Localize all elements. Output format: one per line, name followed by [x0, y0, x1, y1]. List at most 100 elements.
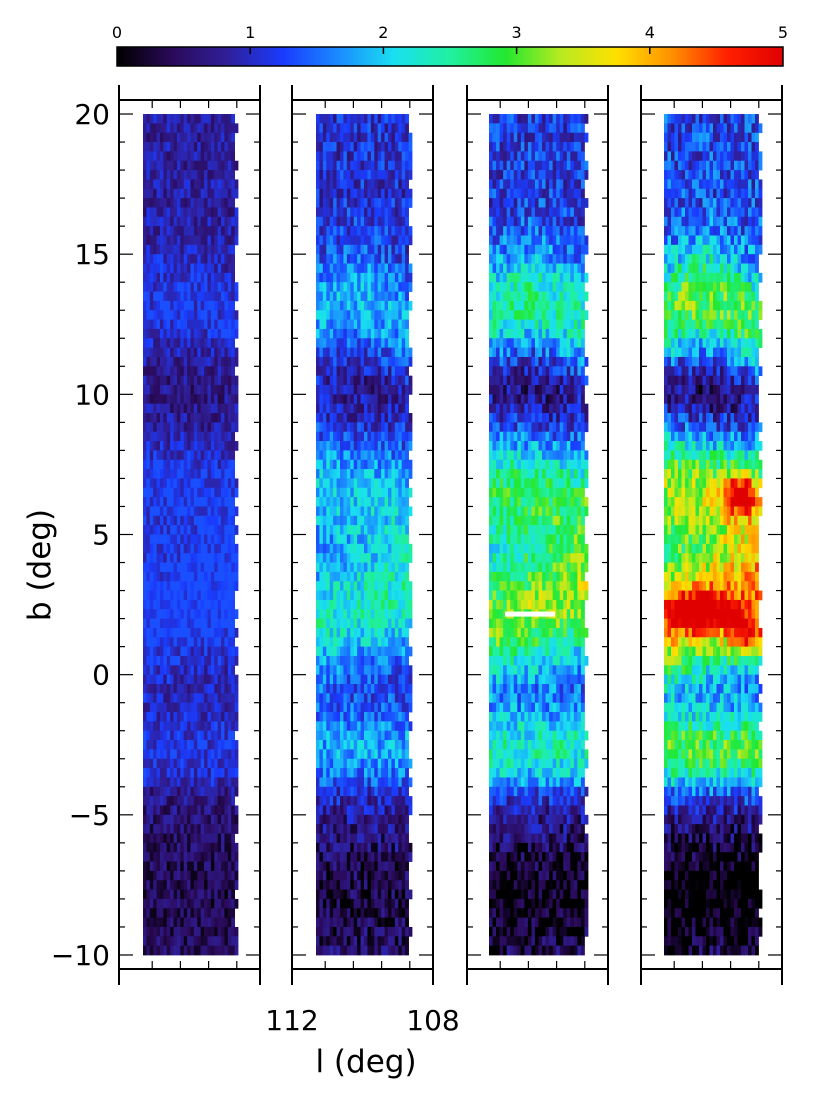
heatmap-cell: [200, 599, 205, 610]
heatmap-cell: [353, 263, 358, 274]
heatmap-cell: [346, 590, 351, 601]
heatmap-cell: [173, 226, 178, 236]
heatmap-cell: [377, 833, 382, 844]
heatmap-cell: [367, 506, 372, 517]
heatmap-cell: [193, 880, 198, 890]
heatmap-cell: [183, 282, 188, 292]
heatmap-cell: [227, 590, 232, 601]
heatmap-cell: [394, 599, 399, 610]
heatmap-cell: [207, 655, 212, 666]
heatmap-cell: [357, 394, 361, 405]
heatmap-cell: [173, 870, 178, 881]
heatmap-cell: [193, 553, 198, 563]
heatmap-cell: [153, 413, 157, 423]
heatmap-cell: [217, 702, 222, 713]
heatmap-cell: [322, 403, 327, 414]
heatmap-cell: [340, 768, 344, 778]
heatmap-cell: [170, 562, 174, 573]
heatmap-cell: [163, 926, 168, 937]
heatmap-cell: [398, 151, 403, 162]
heatmap-cell: [405, 310, 409, 320]
heatmap-cell: [367, 338, 372, 349]
heatmap-cell: [357, 525, 361, 535]
heatmap-cell: [149, 553, 154, 563]
heatmap-cell: [350, 814, 355, 825]
heatmap-cell: [333, 740, 337, 750]
heatmap-cell: [360, 310, 365, 320]
heatmap-cell: [217, 328, 222, 339]
heatmap-cell: [398, 366, 403, 377]
heatmap-cell: [391, 693, 396, 704]
heatmap-cell: [170, 618, 174, 629]
heatmap-cell: [234, 945, 239, 956]
heatmap-cell: [143, 693, 147, 704]
heatmap-cell: [224, 758, 229, 769]
heatmap-cell: [374, 917, 379, 928]
heatmap-cell: [336, 842, 341, 853]
heatmap-cell: [357, 618, 361, 629]
heatmap-cell: [499, 114, 504, 124]
heatmap-cell: [370, 880, 375, 890]
heatmap-cell: [156, 740, 161, 750]
heatmap-cell: [210, 684, 215, 694]
heatmap-cell: [394, 272, 399, 283]
heatmap-cell: [183, 637, 188, 648]
heatmap-cell: [190, 908, 195, 918]
heatmap-cell: [322, 553, 327, 563]
heatmap-cell: [200, 889, 205, 900]
heatmap-cell: [370, 151, 375, 162]
heatmap-cell: [353, 450, 358, 461]
heatmap-cell: [214, 263, 219, 274]
heatmap-cell: [197, 674, 202, 685]
heatmap-cell: [214, 384, 219, 395]
heatmap-cell: [384, 833, 389, 844]
heatmap-cell: [357, 160, 361, 171]
heatmap-cell: [346, 132, 351, 143]
heatmap-cell: [370, 908, 375, 918]
heatmap-cell: [166, 852, 171, 862]
heatmap-cell: [398, 506, 403, 517]
heatmap-cell: [187, 702, 191, 713]
heatmap-cell: [231, 226, 235, 236]
heatmap-cell: [398, 235, 403, 246]
heatmap-cell: [360, 627, 365, 638]
heatmap-cell: [197, 282, 202, 292]
heatmap-cell: [170, 123, 174, 134]
heatmap-cell: [408, 805, 413, 816]
heatmap-cell: [197, 786, 202, 797]
heatmap-cell: [143, 207, 147, 218]
heatmap-cell: [176, 179, 181, 190]
heatmap-cell: [405, 282, 409, 292]
heatmap-cell: [374, 674, 379, 685]
heatmap-cell: [207, 235, 212, 246]
heatmap-cell: [322, 627, 327, 638]
heatmap-cell: [398, 188, 403, 199]
heatmap-cell: [357, 291, 361, 302]
heatmap-cell: [367, 347, 372, 358]
heatmap-cell: [340, 693, 344, 704]
heatmap-cell: [329, 291, 334, 302]
heatmap-cell: [364, 833, 368, 844]
heatmap-cell: [398, 422, 403, 433]
heatmap-cell: [153, 375, 157, 386]
heatmap-cell: [394, 114, 399, 124]
heatmap-cell: [322, 543, 327, 554]
heatmap-cell: [398, 926, 403, 937]
heatmap-cell: [329, 543, 334, 554]
heatmap-cell: [319, 366, 324, 377]
heatmap-cell: [333, 272, 337, 283]
heatmap-cell: [200, 160, 205, 171]
heatmap-cell: [370, 693, 375, 704]
heatmap-cell: [350, 310, 355, 320]
heatmap-cell: [364, 870, 368, 881]
heatmap-cell: [231, 880, 235, 890]
heatmap-cell: [398, 693, 403, 704]
heatmap-cell: [193, 749, 198, 760]
heatmap-cell: [190, 796, 195, 806]
heatmap-cell: [333, 590, 337, 601]
heatmap-cell: [210, 282, 215, 292]
heatmap-cell: [200, 413, 205, 423]
heatmap-cell: [322, 609, 327, 619]
heatmap-cell: [391, 627, 396, 638]
heatmap-cell: [183, 712, 188, 722]
